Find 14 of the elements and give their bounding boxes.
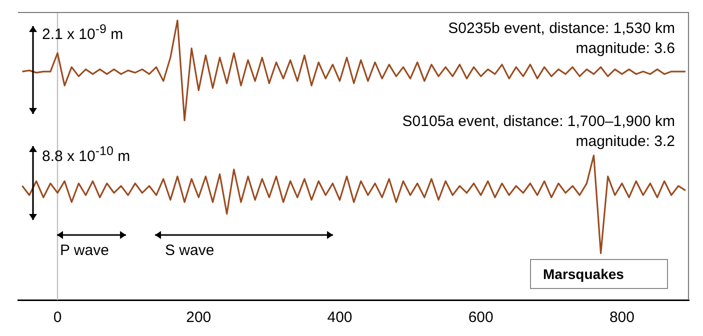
x-tick-label: 600 bbox=[468, 309, 494, 326]
x-tick-label: 0 bbox=[53, 309, 62, 326]
annotation: magnitude: 3.2 bbox=[576, 133, 675, 151]
annotation: S0105a event, distance: 1,700–1,900 km bbox=[402, 113, 675, 131]
annotation: S wave bbox=[165, 242, 214, 260]
x-tick-label: 200 bbox=[186, 309, 212, 326]
annotation: S0235b event, distance: 1,530 km bbox=[448, 20, 675, 38]
x-tick-label: 400 bbox=[327, 309, 352, 326]
annotation: Marsquakes bbox=[543, 265, 624, 283]
x-tick-label: 800 bbox=[609, 309, 634, 326]
annotation: 2.1 x 10$^{-9}$ m bbox=[42, 21, 124, 44]
annotation: magnitude: 3.6 bbox=[576, 40, 675, 58]
annotation: 8.8 x 10$^{-10}$ m bbox=[42, 143, 130, 166]
annotation: P wave bbox=[60, 242, 109, 260]
